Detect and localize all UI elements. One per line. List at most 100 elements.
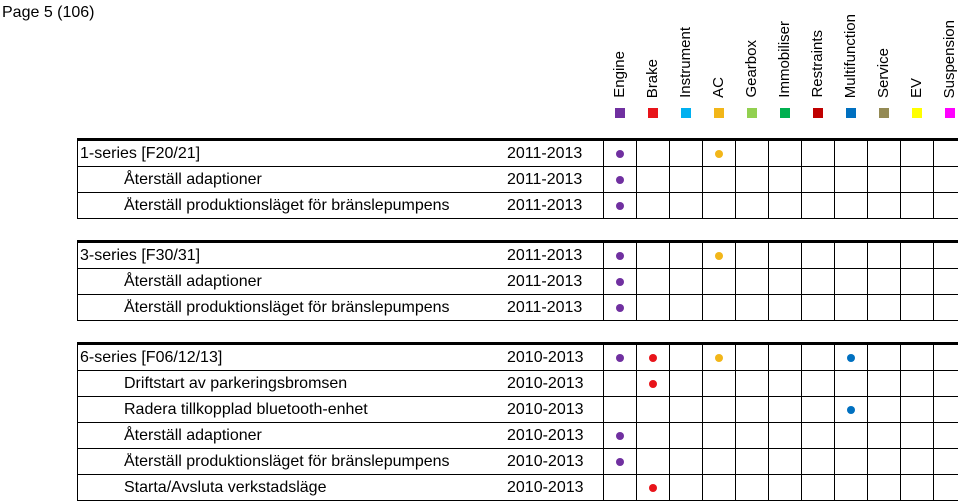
cell-service	[867, 193, 900, 218]
cell-multifunction	[834, 449, 867, 474]
cell-ev	[900, 141, 933, 166]
cell-ev	[900, 243, 933, 268]
cell-restraints	[801, 371, 834, 396]
year-range: 2010-2013	[507, 401, 584, 418]
cell-instrument	[669, 167, 702, 192]
color-swatch	[845, 108, 856, 118]
cell-multifunction	[834, 397, 867, 422]
support-dot	[616, 251, 624, 260]
cell-immobiliser	[768, 167, 801, 192]
cell-ac	[702, 269, 735, 294]
cell-ac	[702, 295, 735, 320]
cell-engine	[603, 141, 636, 166]
column-label: AC	[710, 77, 727, 98]
cell-restraints	[801, 193, 834, 218]
column-header-engine: Engine	[603, 0, 636, 118]
model-name: 1-series [F20/21]	[80, 145, 201, 162]
cell-instrument	[669, 345, 702, 370]
cell-ev	[900, 475, 933, 500]
cell-brake	[636, 475, 669, 500]
color-swatch	[614, 108, 625, 118]
cell-immobiliser	[768, 449, 801, 474]
cell-suspension	[933, 475, 960, 500]
cell-immobiliser	[768, 345, 801, 370]
cell-engine	[603, 167, 636, 192]
cell-service	[867, 371, 900, 396]
cell-restraints	[801, 269, 834, 294]
cell-ac	[702, 371, 735, 396]
year-range: 2011-2013	[507, 197, 583, 214]
year-range: 2010-2013	[507, 375, 584, 392]
cell-suspension	[933, 371, 960, 396]
cell-multifunction	[834, 193, 867, 218]
cell-restraints	[801, 141, 834, 166]
support-dot	[616, 175, 624, 184]
cell-restraints	[801, 295, 834, 320]
cell-gearbox	[735, 167, 768, 192]
cell-gearbox	[735, 449, 768, 474]
cell-brake	[636, 141, 669, 166]
cell-multifunction	[834, 475, 867, 500]
cell-gearbox	[735, 397, 768, 422]
model-row: 6-series [F06/12/13] 2010-2013	[77, 345, 960, 371]
cell-immobiliser	[768, 243, 801, 268]
cell-gearbox	[735, 243, 768, 268]
model-group: 3-series [F30/31] 2011-2013 Återställ adap…	[77, 240, 960, 321]
cell-restraints	[801, 243, 834, 268]
table-left-border	[77, 243, 78, 321]
function-row: Radera tillkopplad bluetooth-enhet 2010-2…	[77, 397, 960, 423]
cell-brake	[636, 167, 669, 192]
cell-brake	[636, 423, 669, 448]
year-range: 2010-2013	[507, 453, 584, 470]
function-row: Återställ produktionsläget för bränslepu…	[77, 449, 960, 475]
column-header-multifunction: Multifunction	[834, 0, 867, 118]
cell-immobiliser	[768, 423, 801, 448]
group-divider	[77, 138, 958, 141]
year-range: 2011-2013	[507, 145, 583, 162]
column-label: Suspension	[941, 19, 958, 98]
cell-instrument	[669, 475, 702, 500]
model-name: 3-series [F30/31]	[80, 247, 201, 264]
cell-instrument	[669, 423, 702, 448]
column-header-immobiliser: Immobiliser	[768, 0, 801, 118]
cell-service	[867, 475, 900, 500]
color-swatch	[878, 108, 889, 118]
cell-multifunction	[834, 269, 867, 294]
cell-engine	[603, 475, 636, 500]
cell-engine	[603, 423, 636, 448]
cell-gearbox	[735, 295, 768, 320]
cell-ac	[702, 423, 735, 448]
column-header-brake: Brake	[636, 0, 669, 118]
color-swatch	[746, 108, 757, 118]
cell-suspension	[933, 243, 960, 268]
cell-immobiliser	[768, 475, 801, 500]
cell-ac	[702, 449, 735, 474]
cell-ev	[900, 295, 933, 320]
cell-suspension	[933, 449, 960, 474]
cell-service	[867, 141, 900, 166]
column-label: Engine	[611, 51, 628, 98]
cell-ev	[900, 269, 933, 294]
cell-service	[867, 295, 900, 320]
cell-ev	[900, 423, 933, 448]
support-dot	[616, 201, 624, 210]
table-left-border	[77, 141, 78, 219]
year-range: 2011-2013	[507, 299, 583, 316]
cell-engine	[603, 345, 636, 370]
function-name: Radera tillkopplad bluetooth-enhet	[124, 401, 368, 418]
group-divider	[77, 342, 958, 345]
table-left-border	[77, 345, 78, 501]
year-range: 2011-2013	[507, 247, 583, 264]
cell-restraints	[801, 397, 834, 422]
cell-suspension	[933, 167, 960, 192]
cell-restraints	[801, 449, 834, 474]
color-swatch	[911, 108, 922, 118]
model-row: 3-series [F30/31] 2011-2013	[77, 243, 960, 269]
cell-multifunction	[834, 295, 867, 320]
cell-gearbox	[735, 193, 768, 218]
cell-immobiliser	[768, 141, 801, 166]
support-dot	[715, 353, 723, 362]
cell-instrument	[669, 371, 702, 396]
support-dot	[616, 431, 624, 440]
cell-engine	[603, 193, 636, 218]
